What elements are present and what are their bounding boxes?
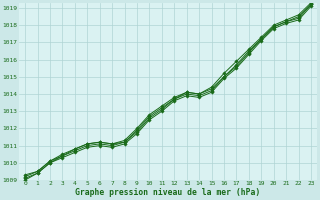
X-axis label: Graphe pression niveau de la mer (hPa): Graphe pression niveau de la mer (hPa) <box>76 188 261 197</box>
